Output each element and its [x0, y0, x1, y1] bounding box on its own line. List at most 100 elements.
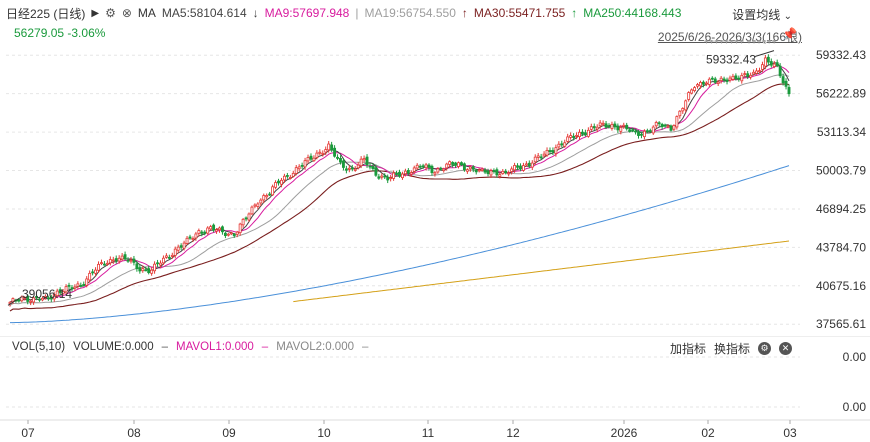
- candle-body: [274, 182, 278, 188]
- candle-body: [755, 70, 758, 74]
- pin-icon[interactable]: 📌: [782, 27, 797, 41]
- candle-body: [651, 126, 655, 134]
- close-icon[interactable]: ⊗: [121, 6, 132, 20]
- candle-body: [132, 258, 136, 263]
- candle-body: [64, 286, 68, 293]
- candle-body: [734, 75, 738, 80]
- ma-label: MA: [137, 6, 156, 20]
- candle-body: [610, 123, 614, 129]
- x-tick-label: 11: [422, 426, 435, 440]
- candle-body: [619, 127, 623, 132]
- play-icon[interactable]: ▶: [91, 7, 100, 19]
- arrow-down-icon: ↓: [252, 6, 259, 20]
- candle-body: [58, 289, 62, 294]
- candle-body: [265, 195, 269, 198]
- candle-body: [545, 149, 549, 156]
- candle-body: [135, 263, 139, 270]
- x-tick-label: 10: [317, 426, 331, 440]
- candle-body: [415, 164, 419, 169]
- candle-body: [648, 130, 652, 132]
- candle-body: [223, 232, 227, 237]
- candle-body: [76, 283, 80, 287]
- vol-label: VOL(5,10): [12, 341, 66, 353]
- candle-body: [277, 180, 280, 184]
- candle-body: [176, 246, 180, 251]
- candle-body: [256, 203, 260, 207]
- candle-body: [669, 125, 673, 131]
- candle-body: [318, 151, 322, 154]
- candle-body: [701, 81, 705, 85]
- candle-body: [598, 122, 602, 127]
- candle-body: [787, 87, 791, 95]
- close-icon[interactable]: ✕: [779, 342, 792, 355]
- candle-body: [188, 236, 192, 239]
- candle-body: [194, 233, 198, 239]
- candle-body: [327, 143, 331, 151]
- candle-body: [353, 168, 357, 171]
- candle-body: [218, 227, 221, 231]
- vol-tick-label: 0.00: [843, 400, 867, 414]
- candle-body: [477, 169, 481, 172]
- candle-body: [675, 116, 679, 128]
- candle-body: [752, 71, 756, 75]
- vol-mavol2: MAVOL2:0.000: [276, 341, 354, 353]
- ma5-label: MA5:58104.614: [161, 6, 247, 20]
- candle-body: [347, 167, 351, 170]
- candle-body: [693, 87, 697, 91]
- candle-body: [519, 165, 522, 170]
- candle-body: [628, 129, 632, 132]
- candle-body: [253, 204, 257, 207]
- ma30-line: [9, 83, 790, 312]
- candle-body: [339, 158, 342, 163]
- candle-body: [524, 163, 528, 166]
- high-annotation: 59332.43: [706, 53, 756, 67]
- add-indicator-button[interactable]: 加指标: [669, 342, 706, 356]
- ma-settings-button[interactable]: 设置均线 ⌄: [732, 6, 792, 23]
- symbol-label[interactable]: 日经225 (日线): [6, 6, 86, 21]
- gear-icon[interactable]: ⚙: [105, 6, 116, 20]
- gear-icon[interactable]: ⚙: [758, 342, 771, 355]
- candle-body: [52, 294, 56, 300]
- candle-body: [35, 296, 38, 299]
- candle-body: [601, 122, 605, 125]
- candle-body: [156, 262, 159, 265]
- candle-body: [377, 176, 381, 179]
- candle-body: [521, 165, 525, 171]
- candle-body: [492, 170, 496, 172]
- candle-body: [663, 124, 667, 127]
- candle-body: [451, 162, 455, 165]
- candle-body: [129, 259, 133, 262]
- candle-body: [282, 175, 286, 181]
- candle-body: [108, 259, 112, 264]
- candle-body: [498, 174, 502, 177]
- candle-body: [82, 284, 86, 286]
- x-tick-label: 03: [783, 426, 797, 440]
- date-range[interactable]: 2025/6/26-2026/3/3(166根): [657, 30, 802, 44]
- candle-body: [781, 76, 785, 84]
- candle-body: [268, 193, 272, 196]
- candle-body: [513, 165, 517, 171]
- candle-body: [436, 168, 440, 173]
- candle-body: [203, 231, 207, 234]
- switch-indicator-button[interactable]: 换指标: [713, 342, 750, 356]
- candle-body: [341, 160, 345, 168]
- candle-body: [713, 78, 717, 83]
- candle-body: [303, 160, 307, 168]
- ma-settings-label: 设置均线: [732, 8, 781, 22]
- candle-body: [640, 133, 643, 136]
- candle-body: [563, 142, 567, 147]
- vol-sep: –: [361, 341, 369, 353]
- candle-body: [766, 56, 770, 63]
- candle-body: [285, 175, 289, 177]
- candle-body: [288, 177, 292, 179]
- ma250-label: MA250:44168.443: [583, 6, 682, 20]
- candle-body: [769, 61, 773, 66]
- candle-body: [232, 233, 236, 237]
- candle-body: [731, 75, 735, 80]
- candle-body: [383, 175, 387, 178]
- candle-body: [666, 125, 670, 128]
- candle-body: [309, 155, 313, 160]
- candle-body: [55, 290, 59, 297]
- candle-body: [120, 255, 124, 260]
- candle-body: [486, 170, 490, 175]
